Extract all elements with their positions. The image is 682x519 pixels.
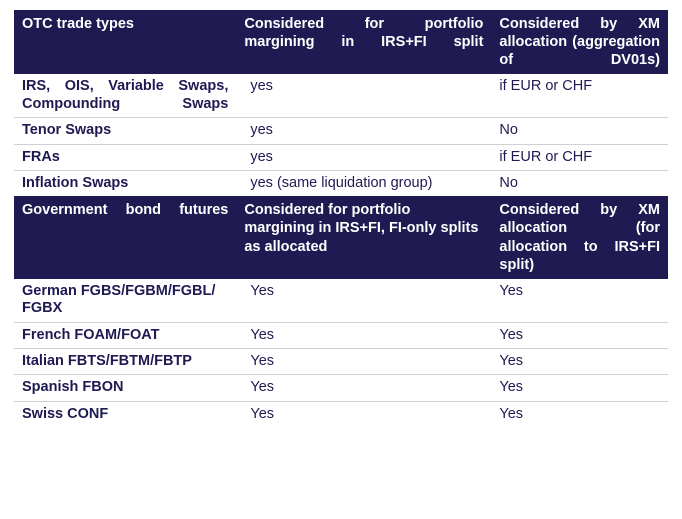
table-row: IRS, OIS, Variable Swaps, Compounding Sw…: [14, 74, 668, 117]
row-val-xm: No: [491, 118, 668, 144]
row-val-margin: Yes: [236, 322, 491, 348]
table-row: Spanish FBON Yes Yes: [14, 375, 668, 401]
table-row: FRAs yes if EUR or CHF: [14, 144, 668, 170]
row-label: Italian FBTS/FBTM/FBTP: [14, 349, 236, 375]
header-fut-col1: Government bond futures: [14, 196, 236, 279]
row-val-margin: Yes: [236, 401, 491, 427]
trade-types-table: OTC trade types Considered for portfolio…: [14, 10, 668, 427]
row-val-xm: if EUR or CHF: [491, 144, 668, 170]
row-label: IRS, OIS, Variable Swaps, Compounding Sw…: [14, 74, 236, 117]
row-val-xm: if EUR or CHF: [491, 74, 668, 117]
row-val-margin: Yes: [236, 349, 491, 375]
row-label: German FGBS/FGBM/FGBL/ FGBX: [14, 279, 236, 322]
row-label: French FOAM/FOAT: [14, 322, 236, 348]
row-label: Tenor Swaps: [14, 118, 236, 144]
row-val-xm: Yes: [491, 322, 668, 348]
row-val-margin: yes: [236, 144, 491, 170]
row-label: FRAs: [14, 144, 236, 170]
header-otc-col2: Considered for portfolio margining in IR…: [236, 10, 491, 74]
row-val-margin: yes: [236, 74, 491, 117]
row-val-xm: No: [491, 170, 668, 196]
row-label: Spanish FBON: [14, 375, 236, 401]
header-otc-col3: Considered by XM allocation (aggregation…: [491, 10, 668, 74]
header-otc-col1: OTC trade types: [14, 10, 236, 74]
row-val-xm: Yes: [491, 401, 668, 427]
table-row: Tenor Swaps yes No: [14, 118, 668, 144]
header-fut-col2: Considered for portfolio margining in IR…: [236, 196, 491, 279]
row-val-margin: yes: [236, 118, 491, 144]
table-row: Inflation Swaps yes (same liquidation gr…: [14, 170, 668, 196]
header-row-futures: Government bond futures Considered for p…: [14, 196, 668, 279]
table-row: German FGBS/FGBM/FGBL/ FGBX Yes Yes: [14, 279, 668, 322]
header-fut-col3: Considered by XM allocation (for allocat…: [491, 196, 668, 279]
table-row: Swiss CONF Yes Yes: [14, 401, 668, 427]
row-val-xm: Yes: [491, 279, 668, 322]
header-row-otc: OTC trade types Considered for portfolio…: [14, 10, 668, 74]
row-val-xm: Yes: [491, 375, 668, 401]
row-val-xm: Yes: [491, 349, 668, 375]
table-row: French FOAM/FOAT Yes Yes: [14, 322, 668, 348]
row-val-margin: yes (same liquidation group): [236, 170, 491, 196]
row-label: Inflation Swaps: [14, 170, 236, 196]
table-row: Italian FBTS/FBTM/FBTP Yes Yes: [14, 349, 668, 375]
row-label: Swiss CONF: [14, 401, 236, 427]
row-val-margin: Yes: [236, 375, 491, 401]
row-val-margin: Yes: [236, 279, 491, 322]
